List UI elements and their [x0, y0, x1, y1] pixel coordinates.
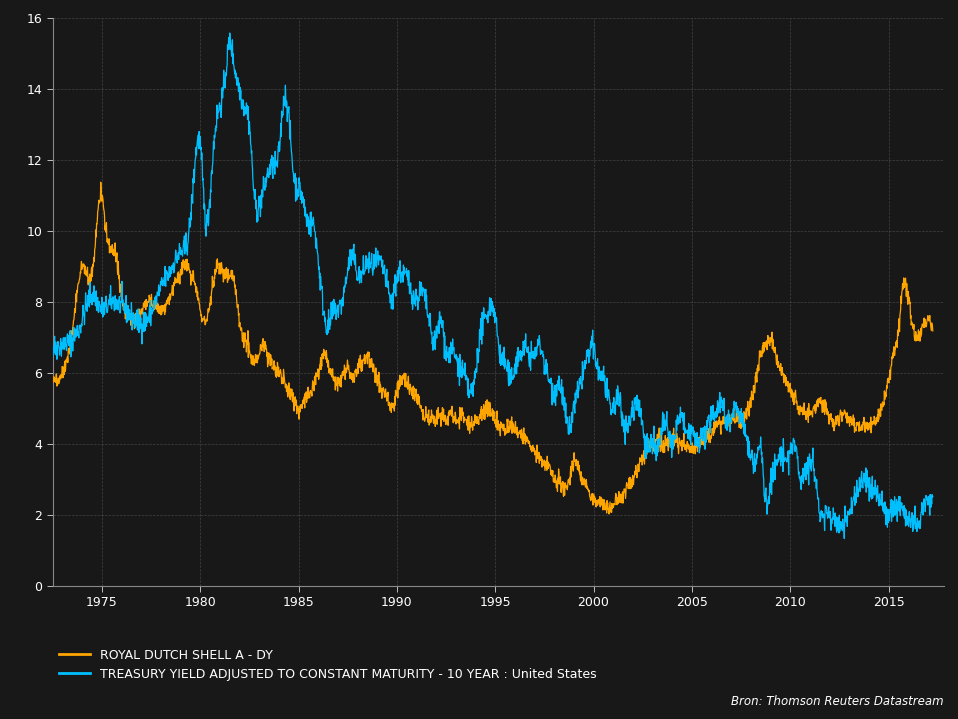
Text: Bron: Thomson Reuters Datastream: Bron: Thomson Reuters Datastream	[731, 695, 944, 708]
Legend: ROYAL DUTCH SHELL A - DY, TREASURY YIELD ADJUSTED TO CONSTANT MATURITY - 10 YEAR: ROYAL DUTCH SHELL A - DY, TREASURY YIELD…	[59, 649, 597, 682]
